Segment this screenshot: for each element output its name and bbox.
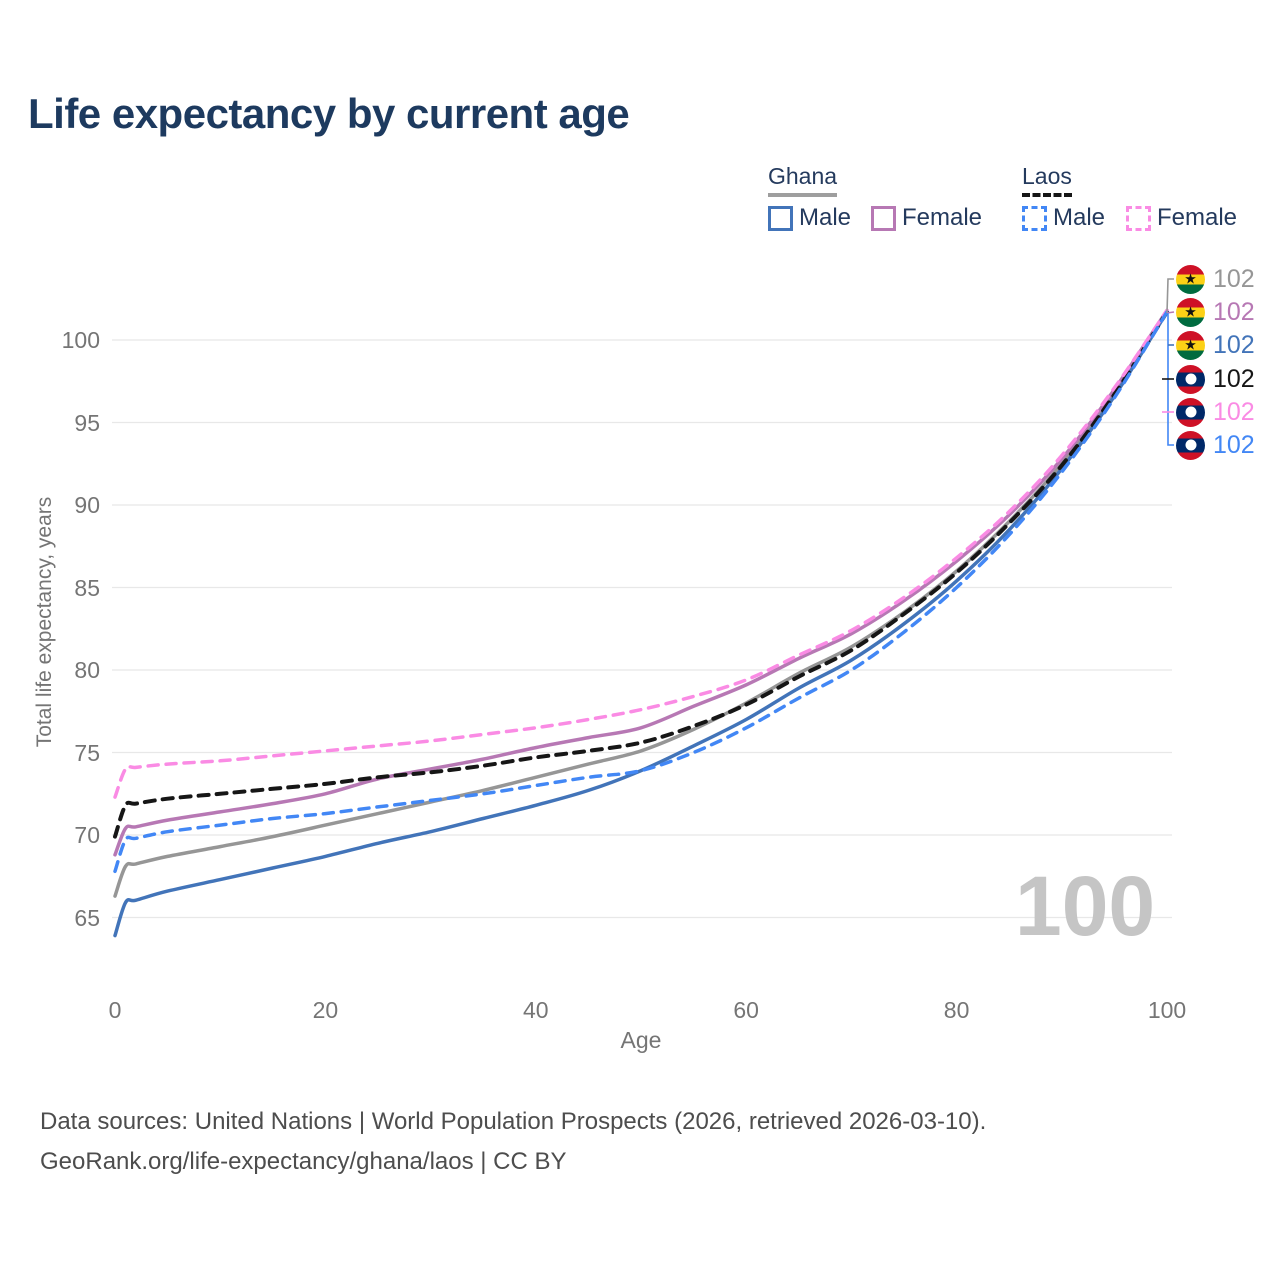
- y-tick-label-65: 65: [74, 904, 100, 931]
- age-counter-watermark: 100: [1015, 859, 1156, 953]
- end-label-ghana_total: ★ 102: [1176, 264, 1255, 294]
- laos-female-swatch-icon: [1126, 205, 1151, 231]
- ghana-flag-icon: ★: [1176, 264, 1205, 294]
- ghana-flag-icon: ★: [1176, 297, 1205, 327]
- black-star-icon: ★: [1184, 303, 1197, 320]
- y-tick-label-90: 90: [74, 492, 100, 518]
- end-label-laos_male: 102: [1176, 430, 1255, 460]
- black-star-icon: ★: [1184, 336, 1197, 353]
- legend-group-ghana[interactable]: Ghana: [768, 163, 838, 197]
- y-tick-label-85: 85: [74, 574, 100, 601]
- legend-item-label: Male: [1053, 204, 1106, 231]
- end-label-ghana_male: ★ 102: [1176, 330, 1255, 360]
- legend-item-label: Male: [799, 204, 852, 231]
- x-tick-label-100: 100: [1147, 997, 1187, 1023]
- end-label-value: 102: [1213, 297, 1255, 326]
- legend-item-label: Female: [1157, 204, 1238, 231]
- x-tick-label-80: 80: [943, 997, 970, 1023]
- footer-attribution: GeoRank.org/life-expectancy/ghana/laos |…: [40, 1148, 567, 1175]
- y-tick-label-80: 80: [74, 657, 100, 683]
- laos-flag-icon: [1176, 397, 1205, 427]
- legend-item-ghana-female[interactable]: Female: [871, 204, 982, 232]
- x-axis-title: Age: [620, 1027, 662, 1053]
- black-star-icon: ★: [1184, 270, 1197, 287]
- x-tick-label-20: 20: [312, 997, 339, 1023]
- series-line-ghana_female: [113, 308, 1169, 857]
- legend-item-ghana-male[interactable]: Male: [768, 204, 851, 232]
- ghana-flag-icon: ★: [1176, 330, 1205, 360]
- footer-sources: Data sources: United Nations | World Pop…: [40, 1108, 987, 1135]
- end-label-value: 102: [1213, 430, 1255, 459]
- leader-line: [1166, 278, 1174, 314]
- series-line-ghana_total: [113, 310, 1169, 898]
- leader-line: [1167, 313, 1174, 446]
- end-label-ghana_female: ★ 102: [1176, 297, 1255, 327]
- laos-male-swatch-icon: [1022, 205, 1047, 231]
- legend-item-laos-female[interactable]: Female: [1126, 204, 1237, 232]
- legend-item-laos-male[interactable]: Male: [1022, 204, 1105, 232]
- series-line-laos_female: [113, 308, 1169, 799]
- laos-flag-icon: [1176, 364, 1205, 394]
- legend-group-laos[interactable]: Laos: [1022, 163, 1072, 197]
- end-label-value: 102: [1213, 330, 1255, 359]
- series-line-ghana_male: [113, 310, 1169, 938]
- white-circle-icon: [1185, 373, 1196, 385]
- y-tick-label-75: 75: [74, 739, 100, 766]
- x-tick-label-0: 0: [108, 997, 122, 1023]
- ghana-female-swatch-icon: [871, 205, 896, 231]
- y-tick-label-70: 70: [74, 822, 100, 848]
- white-circle-icon: [1185, 406, 1196, 418]
- x-tick-label-40: 40: [523, 997, 549, 1023]
- end-label-value: 102: [1213, 264, 1255, 293]
- series-line-laos_male: [113, 310, 1169, 874]
- leader-line: [1166, 311, 1175, 314]
- end-label-value: 102: [1213, 364, 1255, 393]
- x-tick-label-60: 60: [733, 997, 759, 1023]
- white-circle-icon: [1185, 439, 1196, 451]
- page-title: Life expectancy by current age: [28, 90, 630, 137]
- laos-flag-icon: [1176, 430, 1205, 460]
- y-tick-label-95: 95: [74, 409, 100, 436]
- series-line-laos_total: [113, 309, 1169, 839]
- ghana-male-swatch-icon: [768, 205, 793, 231]
- legend-item-label: Female: [902, 204, 983, 231]
- end-label-laos_female: 102: [1176, 397, 1255, 427]
- end-label-laos_total: 102: [1176, 364, 1255, 394]
- y-tick-label-100: 100: [61, 327, 100, 353]
- end-label-value: 102: [1213, 397, 1255, 426]
